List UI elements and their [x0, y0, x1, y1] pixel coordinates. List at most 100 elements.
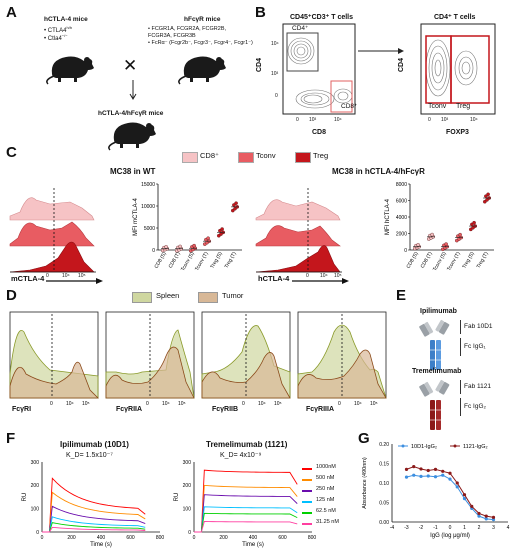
- c-right-title: MC38 in hCTLA-4/hFcγR: [332, 167, 425, 176]
- g-point: [433, 475, 438, 479]
- f-left-kd: K_D= 1.5x10⁻⁷: [66, 452, 113, 459]
- b-ytick-1: 10⁴: [271, 41, 279, 47]
- c-left-point: [178, 244, 182, 249]
- g-point: [426, 474, 430, 478]
- g-xtick-label: -2: [419, 525, 424, 531]
- f-left-series-line: [42, 516, 146, 533]
- g-chart: 0.00 0.05 0.10 0.15 0.20 -4 -3 -2 -1 0 1 2 3 4 IgG (lo…: [362, 442, 510, 539]
- c-left-category-label: Treg (S): [209, 251, 223, 270]
- g-xtick-label: 4: [507, 525, 510, 531]
- g-ytick-label: 0.20: [379, 442, 389, 448]
- panel-label-e: E: [396, 287, 407, 304]
- c-right-point: [486, 192, 490, 197]
- c-left-ytick-label: 15000: [141, 182, 155, 188]
- g-point: [441, 473, 445, 477]
- f-right-xtick-label: 400: [249, 535, 258, 541]
- mouse-icon-2: [178, 56, 226, 85]
- e-ab1-bracket-1: [460, 320, 461, 334]
- legend-c-label-1: CD8⁺: [200, 151, 219, 160]
- d-tumor-curve: [105, 346, 195, 399]
- b-xlabel-2: FOXP3: [446, 129, 469, 136]
- c-right-ytick-label: 4000: [396, 215, 407, 221]
- g-xtick-label: -1: [433, 525, 438, 531]
- g-xtick-label: 3: [492, 525, 495, 531]
- f-legend-item: 31.25 nM: [302, 519, 362, 529]
- legend-c-label-3: Treg: [313, 151, 329, 160]
- legend-d-swatch-2: [198, 292, 218, 303]
- g-xtick-label: 2: [478, 525, 481, 531]
- treg-gate-label: Treg: [456, 103, 471, 110]
- f-legend-item: 500 nM: [302, 475, 362, 485]
- legend-d-label-2: Tumor: [222, 291, 244, 300]
- f-right-chart: 0 100 200 300 0 200 400 600 800 Time (s) RU: [174, 460, 316, 548]
- c-left-hist-tick-2: 10⁴: [62, 273, 70, 279]
- b-xtick-3: 10⁴: [334, 117, 342, 123]
- b-ytick-2: 10³: [271, 71, 279, 77]
- f-right-ylabel: RU: [174, 493, 180, 502]
- g-xtick-label: 0: [449, 525, 452, 531]
- g-legend-marker: [401, 444, 405, 448]
- d-xlabel-3: FcγRIIB: [212, 406, 239, 413]
- c-right-point: [444, 242, 448, 246]
- g-legend-label: 10D1-IgG₂: [411, 444, 437, 450]
- f-left-xtick-label: 400: [97, 535, 106, 541]
- f-right-series-line: [194, 506, 298, 533]
- f-legend-item: 1000nM: [302, 464, 362, 474]
- f-left-series-line: [42, 522, 146, 533]
- g-point: [412, 465, 416, 469]
- g-xtick-label: -3: [404, 525, 409, 531]
- g-xtick-label: 1: [463, 525, 466, 531]
- g-point: [455, 481, 459, 485]
- g-legend-label: 1121-IgG₂: [463, 444, 488, 450]
- d-tumor-curve: [201, 352, 291, 399]
- b-xtick-6: 10⁴: [470, 117, 478, 123]
- f-legend-label: 125 nM: [316, 497, 335, 503]
- b-ylabel-1: CD4: [256, 57, 263, 72]
- legend-c-label-2: Tconv: [256, 151, 276, 160]
- tconv-gate-label: Tconv: [428, 103, 447, 110]
- e-ab2-bracket-2: [460, 398, 461, 416]
- g-point: [433, 467, 438, 471]
- f-right-series-line: [194, 521, 298, 533]
- mouse1-title: hCTLA-4 mice: [44, 16, 88, 23]
- b-ylabel-2: CD4: [398, 57, 405, 72]
- g-ylabel: Absorbance (490nm): [362, 457, 368, 509]
- f-right-xtick-label: 200: [219, 535, 228, 541]
- panel-label-c: C: [6, 144, 17, 161]
- f-left-series-line: [42, 477, 146, 533]
- mouse1-gene-1-sup: h/h: [66, 25, 73, 30]
- g-point: [477, 511, 481, 516]
- f-legend-swatch: [302, 490, 312, 492]
- f-legend-swatch: [302, 468, 312, 470]
- e-ab2-fc: Fc IgG₂: [464, 403, 487, 410]
- f-legend: 1000nM 500 nM 250 nM 125 nM 62.5 nM 31.25 nM: [302, 464, 362, 544]
- g-point: [462, 497, 467, 501]
- g-ytick-label: 0.05: [379, 500, 389, 506]
- legend-d-swatch-1: [132, 292, 152, 303]
- mouse2-line-2: FCGR3A, FCGR3B: [148, 33, 196, 39]
- e-ab2-name: Tremelimumab: [412, 368, 462, 375]
- e-ab1-fab: Fab 10D1: [464, 323, 493, 330]
- c-right-xlabel: hCTLA-4: [258, 274, 290, 283]
- f-left-series-line: [42, 505, 146, 533]
- c-right-hist-tick-2: 10⁴: [320, 273, 328, 279]
- g-point: [404, 475, 409, 479]
- c-left-ytick-label: 10000: [141, 204, 155, 210]
- f-right-series-line: [194, 484, 298, 533]
- f-left-xtick-label: 0: [41, 535, 44, 541]
- d-xlabel-2: FcγRIIA: [116, 406, 143, 413]
- f-legend-swatch: [302, 479, 312, 481]
- c-left-point: [234, 201, 238, 205]
- panel-label-d: D: [6, 287, 17, 304]
- f-right-ytick-label: 300: [183, 460, 192, 466]
- g-legend-marker: [453, 444, 457, 448]
- c-right-ylabel: MFI hCTLA-4: [385, 198, 391, 235]
- cross-arrow: [129, 80, 137, 100]
- g-point: [491, 518, 496, 522]
- gate2-title: CD4⁺ T cells: [434, 14, 476, 21]
- f-left-xtick-label: 600: [126, 535, 135, 541]
- f-left-title: Ipilimumab (10D1): [60, 440, 129, 449]
- d-tick-label: 10⁵: [178, 401, 186, 407]
- c-left-title: MC38 in WT: [110, 167, 156, 176]
- d-histogram-1: 0 10⁴ 10⁵: [9, 311, 99, 407]
